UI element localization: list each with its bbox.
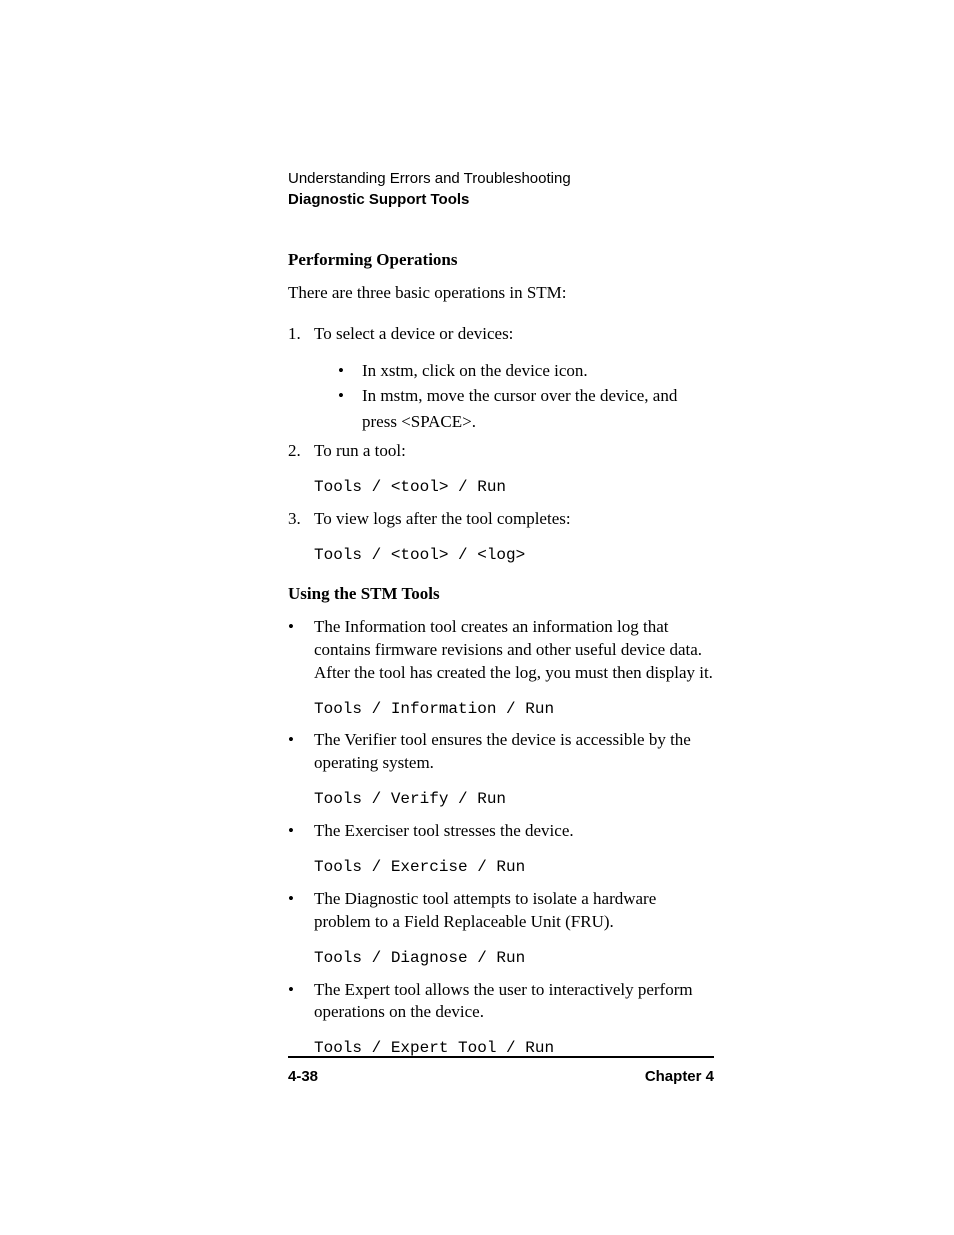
header-doc-title: Understanding Errors and Troubleshooting (288, 170, 714, 187)
code-line: Tools / <tool> / Run (314, 477, 714, 498)
code-line: Tools / <tool> / <log> (314, 545, 714, 566)
sub-bullet-item: In xstm, click on the device icon. (338, 358, 714, 384)
code-line: Tools / Diagnose / Run (314, 948, 714, 969)
code-line: Tools / Verify / Run (314, 789, 714, 810)
list-item: To select a device or devices: In xstm, … (288, 323, 714, 434)
code-line: Tools / Exercise / Run (314, 857, 714, 878)
bullet-item: The Information tool creates an informat… (288, 616, 714, 720)
header-section-title: Diagnostic Support Tools (288, 191, 714, 208)
page-footer: 4-38 Chapter 4 (288, 1056, 714, 1085)
footer-rule (288, 1056, 714, 1058)
bullet-item: The Expert tool allows the user to inter… (288, 979, 714, 1060)
section2-heading: Using the STM Tools (288, 584, 714, 604)
sub-bullet-list: In xstm, click on the device icon. In ms… (338, 358, 714, 435)
main-bullet-list: The Information tool creates an informat… (288, 616, 714, 1059)
footer-row: 4-38 Chapter 4 (288, 1068, 714, 1085)
list-item: To view logs after the tool completes: T… (288, 508, 714, 566)
page-content: Understanding Errors and Troubleshooting… (0, 0, 954, 1059)
list-item-text: To select a device or devices: (314, 324, 513, 343)
page-number: 4-38 (288, 1068, 318, 1085)
numbered-list: To select a device or devices: In xstm, … (288, 323, 714, 566)
list-item-text: To run a tool: (314, 441, 406, 460)
bullet-item: The Verifier tool ensures the device is … (288, 729, 714, 810)
list-item-text: To view logs after the tool completes: (314, 509, 571, 528)
section1-intro: There are three basic operations in STM: (288, 282, 714, 305)
sub-bullet-item: In mstm, move the cursor over the device… (338, 383, 714, 434)
running-header: Understanding Errors and Troubleshooting… (288, 170, 714, 208)
code-line: Tools / Information / Run (314, 699, 714, 720)
bullet-text: The Exerciser tool stresses the device. (314, 821, 574, 840)
bullet-text: The Information tool creates an informat… (314, 617, 713, 682)
bullet-item: The Exerciser tool stresses the device. … (288, 820, 714, 878)
bullet-text: The Diagnostic tool attempts to isolate … (314, 889, 656, 931)
chapter-label: Chapter 4 (645, 1068, 714, 1085)
bullet-text: The Expert tool allows the user to inter… (314, 980, 693, 1022)
section1-heading: Performing Operations (288, 250, 714, 270)
section2: Using the STM Tools The Information tool… (288, 584, 714, 1059)
list-item: To run a tool: Tools / <tool> / Run (288, 440, 714, 498)
bullet-text: The Verifier tool ensures the device is … (314, 730, 691, 772)
bullet-item: The Diagnostic tool attempts to isolate … (288, 888, 714, 969)
